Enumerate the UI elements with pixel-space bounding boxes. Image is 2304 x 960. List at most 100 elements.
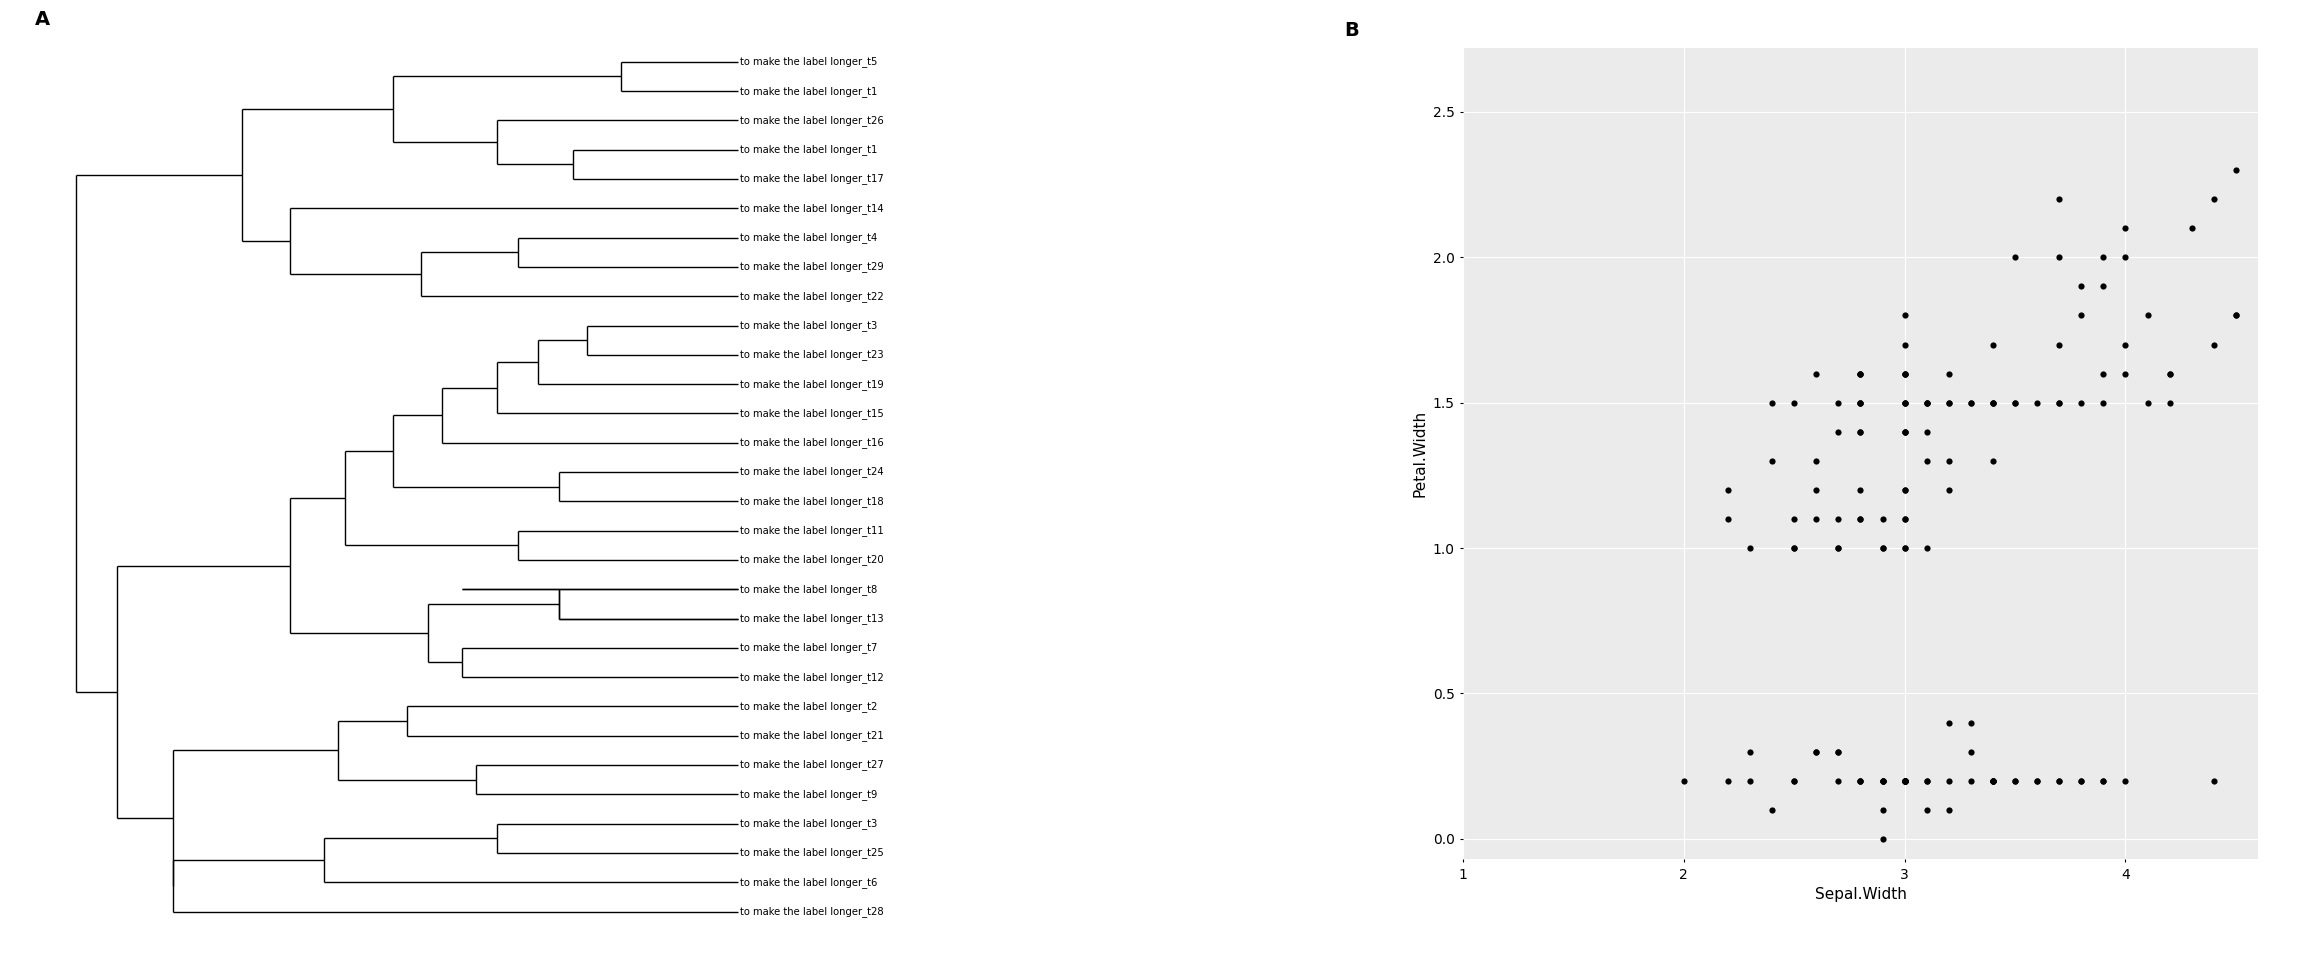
Text: to make the label longer_t29: to make the label longer_t29 xyxy=(740,261,885,273)
Point xyxy=(1975,773,2011,788)
Point xyxy=(1843,773,1880,788)
Text: to make the label longer_t5: to make the label longer_t5 xyxy=(740,57,878,67)
Point xyxy=(1951,744,1988,759)
Point xyxy=(2018,773,2055,788)
Point xyxy=(1887,395,1924,410)
Point xyxy=(2216,308,2253,324)
Point xyxy=(2085,250,2122,265)
Point xyxy=(1887,773,1924,788)
Point xyxy=(1776,773,1813,788)
Point xyxy=(1931,395,1968,410)
Point xyxy=(1864,831,1901,847)
Point xyxy=(1908,453,1945,468)
Text: to make the label longer_t11: to make the label longer_t11 xyxy=(740,525,885,536)
Text: to make the label longer_t19: to make the label longer_t19 xyxy=(740,378,885,390)
Point xyxy=(1975,337,2011,352)
Point xyxy=(1864,512,1901,527)
Text: to make the label longer_t17: to make the label longer_t17 xyxy=(740,174,885,184)
Point xyxy=(1951,395,1988,410)
Point xyxy=(1843,482,1880,497)
Point xyxy=(1908,540,1945,556)
Point xyxy=(2196,773,2233,788)
Point xyxy=(2152,395,2189,410)
Text: to make the label longer_t20: to make the label longer_t20 xyxy=(740,555,885,565)
Point xyxy=(1908,395,1945,410)
Point xyxy=(1887,395,1924,410)
Point xyxy=(1776,773,1813,788)
Point xyxy=(1864,540,1901,556)
Point xyxy=(1887,773,1924,788)
Point xyxy=(1843,366,1880,381)
Point xyxy=(1776,395,1813,410)
Text: to make the label longer_t21: to make the label longer_t21 xyxy=(740,731,885,741)
Text: to make the label longer_t12: to make the label longer_t12 xyxy=(740,672,885,683)
Point xyxy=(1776,512,1813,527)
Point xyxy=(2041,773,2078,788)
Point xyxy=(1843,773,1880,788)
Point xyxy=(1820,512,1857,527)
Point xyxy=(1908,424,1945,440)
Point xyxy=(2283,105,2304,120)
Point xyxy=(1843,512,1880,527)
Point xyxy=(1820,773,1857,788)
Text: to make the label longer_t6: to make the label longer_t6 xyxy=(740,876,878,888)
Point xyxy=(1710,512,1746,527)
Point xyxy=(2283,278,2304,294)
Point xyxy=(1864,773,1901,788)
Point xyxy=(1908,803,1945,818)
Text: to make the label longer_t23: to make the label longer_t23 xyxy=(740,349,885,360)
Point xyxy=(1887,773,1924,788)
Point xyxy=(1887,482,1924,497)
Point xyxy=(1864,773,1901,788)
Point xyxy=(1753,803,1790,818)
Point xyxy=(2041,773,2078,788)
Point xyxy=(2216,162,2253,178)
Point xyxy=(1820,424,1857,440)
Point xyxy=(2085,773,2122,788)
Point xyxy=(2062,278,2099,294)
Text: to make the label longer_t1: to make the label longer_t1 xyxy=(740,144,878,156)
Point xyxy=(1776,540,1813,556)
Text: to make the label longer_t9: to make the label longer_t9 xyxy=(740,789,878,800)
Point xyxy=(2216,308,2253,324)
Point xyxy=(1887,366,1924,381)
Point xyxy=(1887,773,1924,788)
Point xyxy=(1843,424,1880,440)
Point xyxy=(1843,512,1880,527)
Point xyxy=(2041,191,2078,206)
Point xyxy=(1733,540,1769,556)
Point xyxy=(2152,366,2189,381)
Point xyxy=(1887,337,1924,352)
Point xyxy=(1733,744,1769,759)
Point xyxy=(1998,250,2034,265)
Point xyxy=(1864,803,1901,818)
Point xyxy=(2062,773,2099,788)
Text: to make the label longer_t24: to make the label longer_t24 xyxy=(740,467,885,477)
Point xyxy=(1753,453,1790,468)
Point xyxy=(1887,773,1924,788)
Text: to make the label longer_t22: to make the label longer_t22 xyxy=(740,291,885,301)
Point xyxy=(1951,773,1988,788)
Point xyxy=(1887,395,1924,410)
Point xyxy=(1887,424,1924,440)
Point xyxy=(1931,453,1968,468)
Point xyxy=(1931,366,1968,381)
Text: to make the label longer_t16: to make the label longer_t16 xyxy=(740,437,885,448)
Point xyxy=(1887,512,1924,527)
Point xyxy=(1710,773,1746,788)
Point xyxy=(2129,308,2166,324)
Text: to make the label longer_t13: to make the label longer_t13 xyxy=(740,613,885,624)
Point xyxy=(1887,773,1924,788)
Point xyxy=(2085,395,2122,410)
Point xyxy=(1843,395,1880,410)
Point xyxy=(1931,773,1968,788)
Point xyxy=(2106,221,2143,236)
Text: to make the label longer_t3: to make the label longer_t3 xyxy=(740,818,878,829)
Point xyxy=(1887,366,1924,381)
Point xyxy=(1931,482,1968,497)
Text: to make the label longer_t15: to make the label longer_t15 xyxy=(740,408,885,419)
Point xyxy=(1797,744,1834,759)
Point xyxy=(1887,773,1924,788)
Point xyxy=(1887,424,1924,440)
Point xyxy=(1843,366,1880,381)
